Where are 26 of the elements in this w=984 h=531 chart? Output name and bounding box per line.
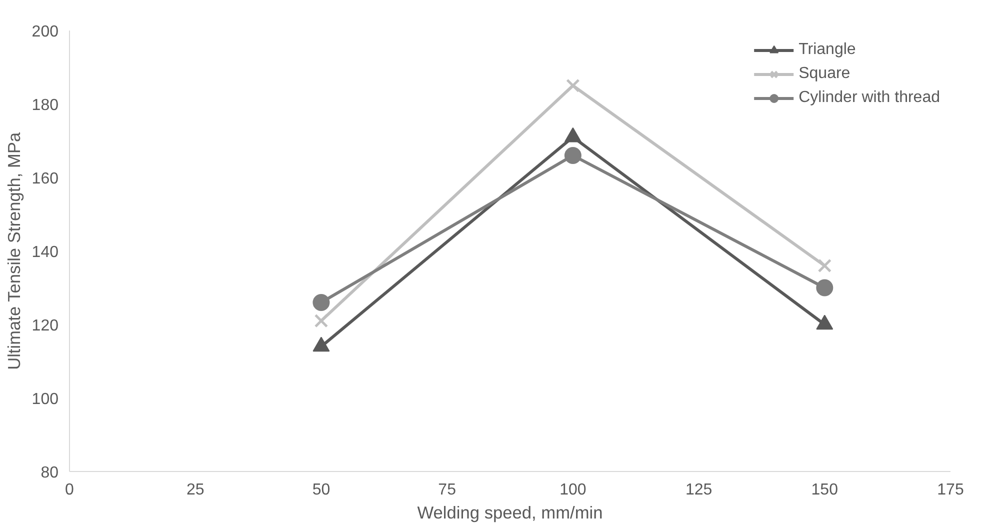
x-tick-label: 0 xyxy=(65,482,74,498)
y-tick-label: 180 xyxy=(32,97,59,114)
y-tick-label: 120 xyxy=(32,318,59,334)
x-tick-label: 125 xyxy=(685,482,712,498)
x-tick-label: 75 xyxy=(438,482,456,498)
y-tick-label: 100 xyxy=(32,391,59,408)
x-tick-label: 100 xyxy=(560,482,586,498)
legend-label: Triangle xyxy=(798,41,856,59)
point xyxy=(312,294,330,311)
x-tick-label: 50 xyxy=(312,482,330,498)
x-tick-label: 150 xyxy=(811,482,838,498)
y-tick-label: 160 xyxy=(32,170,59,188)
point xyxy=(314,314,328,328)
y-tick-label: 200 xyxy=(32,24,59,40)
x-tick-label: 175 xyxy=(937,482,964,498)
point xyxy=(566,78,580,93)
legend-label: Cylinder with thread xyxy=(798,89,940,107)
x-tick-label: 25 xyxy=(186,482,204,498)
point xyxy=(818,258,832,273)
legend-label: Square xyxy=(798,65,850,83)
x-axis-title: Welding speed, mm/min xyxy=(417,502,603,522)
y-tick-label: 140 xyxy=(32,244,59,261)
point xyxy=(816,279,834,296)
point xyxy=(564,146,582,164)
y-tick-label: 80 xyxy=(40,464,59,482)
y-axis-title: Ultimate Tensile Strength, MPa xyxy=(4,132,24,370)
